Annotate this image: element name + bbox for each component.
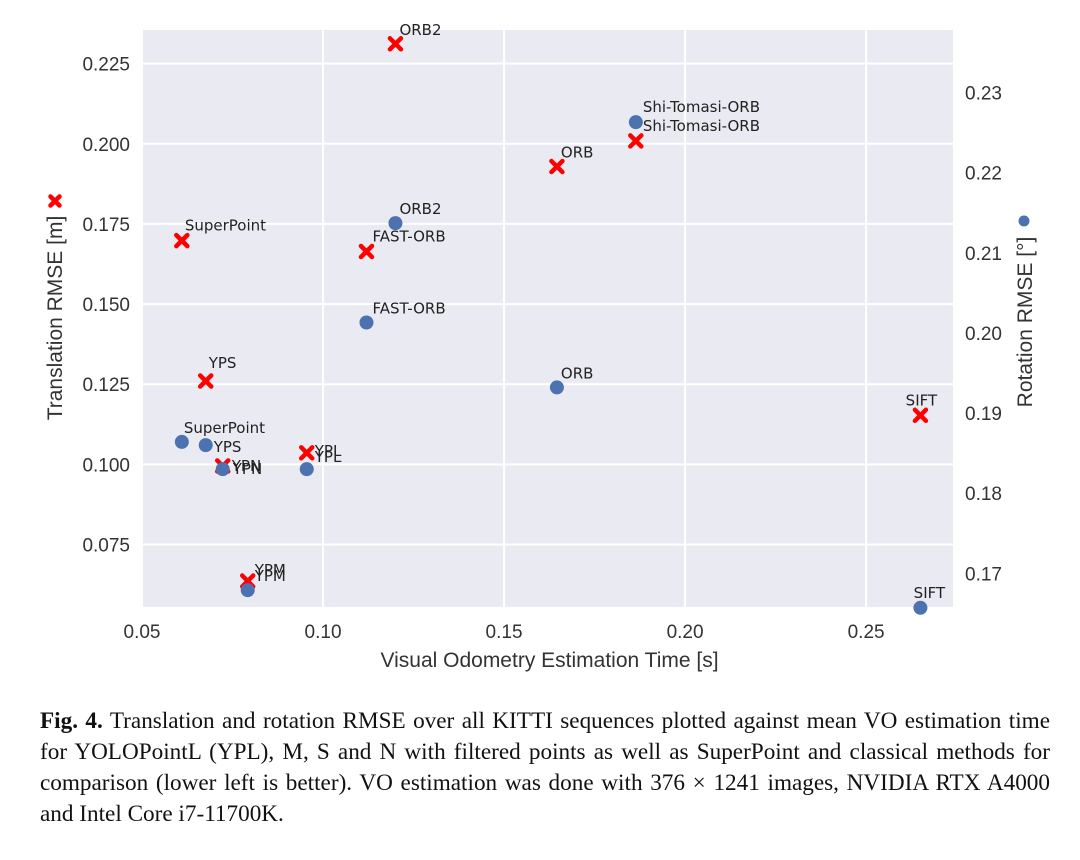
x-tick-label: 0.25 <box>848 622 885 643</box>
y-tick-label-right: 0.21 <box>965 244 1002 265</box>
translation-legend-x-icon <box>48 194 62 208</box>
translation-label-ypn: YPN <box>231 457 261 475</box>
rotation-label-orb: ORB <box>561 364 594 382</box>
translation-marker-glyph <box>48 194 62 208</box>
translation-label-fast-orb: FAST-ORB <box>372 228 445 246</box>
translation-label-sift: SIFT <box>906 391 938 409</box>
translation-point-ypl <box>298 445 315 461</box>
rotation-point-ypm <box>240 583 255 598</box>
figure-number: Fig. 4. <box>40 708 103 734</box>
translation-point-sift <box>912 407 929 424</box>
data-points <box>174 36 929 615</box>
figure-caption: Fig. 4. Translation and rotation RMSE ov… <box>40 706 1050 830</box>
rotation-point-superpoint <box>174 434 189 449</box>
x-tick-label: 0.15 <box>486 622 523 643</box>
y-axis-ticks-right: 0.17 0.18 0.19 0.20 0.21 0.22 0.23 <box>965 84 1002 586</box>
x-tick-label: 0.10 <box>305 622 342 643</box>
gridlines <box>141 30 953 607</box>
translation-point-orb2 <box>387 36 404 52</box>
y-tick-label-left: 0.200 <box>82 135 130 156</box>
translation-point-orb <box>549 158 565 175</box>
y-tick-label-left: 0.100 <box>82 455 130 476</box>
y-tick-label-right: 0.23 <box>965 84 1002 105</box>
rotation-point-yps <box>198 438 213 453</box>
translation-label-orb2: ORB2 <box>399 21 441 39</box>
x-axis-ticks: 0.05 0.10 0.15 0.20 0.25 <box>124 622 885 643</box>
translation-label-yps: YPS <box>208 354 237 372</box>
y-tick-label-left: 0.175 <box>82 215 130 236</box>
translation-label-ypl: YPL <box>314 442 342 460</box>
x-axis-label: Visual Odometry Estimation Time [s] <box>380 649 718 672</box>
x-tick-label: 0.20 <box>667 622 704 643</box>
rotation-label-orb2: ORB2 <box>399 200 441 218</box>
y-tick-label-left: 0.075 <box>82 535 130 556</box>
rotation-label-shi-tomasi-orb: Shi-Tomasi-ORB <box>643 98 760 116</box>
y-axis-label-right: Rotation RMSE [°] <box>1014 237 1037 408</box>
y-tick-label-right: 0.19 <box>965 404 1002 425</box>
rotation-point-ypn <box>215 462 230 477</box>
y-tick-label-right: 0.17 <box>965 564 1002 585</box>
rotation-label-yps: YPS <box>213 438 242 456</box>
plot-area <box>142 30 953 607</box>
translation-label-ypm: YPM <box>254 561 286 579</box>
translation-point-yps <box>197 373 214 389</box>
rotation-label-ypn: YPN <box>232 460 262 478</box>
rotation-label-ypm: YPM <box>254 567 286 585</box>
data-point-labels: ORB2 Shi-Tomasi-ORB ORB SuperPoint FAST-ORB Y… <box>184 21 946 602</box>
y-axis-ticks-left: 0.075 0.100 0.125 0.150 0.175 0.200 0.225 <box>82 55 130 557</box>
rotation-point-orb <box>549 380 564 395</box>
translation-label-orb: ORB <box>561 144 594 162</box>
scatter-chart: 0.05 0.10 0.15 0.20 0.25 0.075 0.100 0.125 0.15… <box>44 21 1037 672</box>
y-tick-label-left: 0.125 <box>82 375 130 396</box>
caption-text: Translation and rotation RMSE over all K… <box>40 708 1050 827</box>
rotation-label-fast-orb: FAST-ORB <box>372 300 445 318</box>
rotation-point-shi-tomasi-orb <box>628 115 643 130</box>
rotation-point-fast-orb <box>359 315 374 330</box>
rotation-label-sift: SIFT <box>914 584 946 602</box>
y-axis-label-left: Translation RMSE [m] <box>44 216 67 421</box>
rotation-point-orb2 <box>388 216 403 231</box>
rotation-label-superpoint: SuperPoint <box>184 419 265 437</box>
y-tick-label-left: 0.150 <box>82 295 130 316</box>
y-tick-label-right: 0.22 <box>965 164 1002 185</box>
x-tick-label: 0.05 <box>124 622 161 643</box>
translation-point-fast-orb <box>358 243 375 260</box>
translation-label-shi-tomasi-orb: Shi-Tomasi-ORB <box>643 117 760 135</box>
rotation-legend-circle-icon <box>1018 215 1030 227</box>
y-tick-label-left: 0.225 <box>82 55 130 76</box>
translation-point-shi-tomasi-orb <box>628 133 644 149</box>
y-tick-label-right: 0.20 <box>965 324 1002 345</box>
rotation-point-sift <box>913 600 928 615</box>
y-tick-label-right: 0.18 <box>965 484 1002 505</box>
rotation-point-ypl <box>299 462 314 477</box>
rotation-marker-glyph <box>1018 215 1030 227</box>
rotation-label-ypl: YPL <box>314 448 342 466</box>
translation-point-superpoint <box>174 232 190 249</box>
translation-label-superpoint: SuperPoint <box>185 217 266 235</box>
